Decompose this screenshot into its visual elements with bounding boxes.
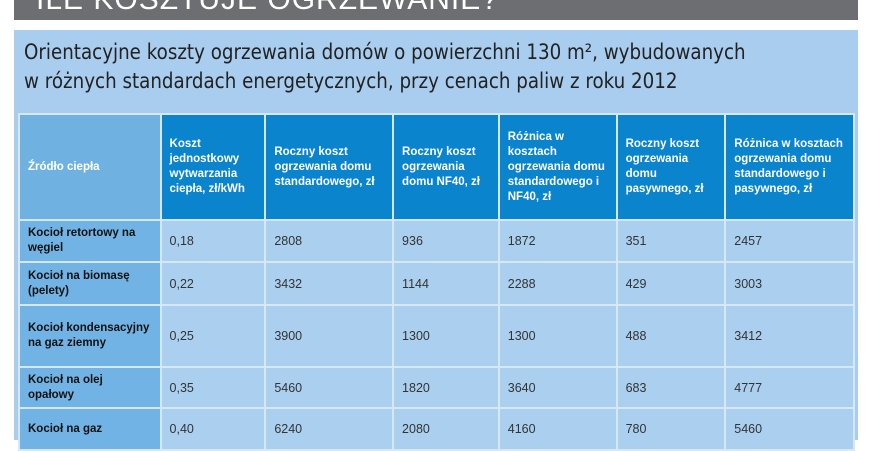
table-cell: 0,35: [159, 366, 267, 409]
table-cell: 936: [392, 219, 500, 263]
table-cell: 488: [615, 304, 727, 368]
row-label: Kocioł retortowy na węgiel: [18, 219, 162, 263]
table-cell: 1820: [392, 366, 500, 409]
table-cell: 2080: [392, 407, 500, 451]
table-cell: 0,25: [159, 304, 267, 368]
table-row: Kocioł na olej opałowy 0,35 5460 1820 3640 68…: [18, 366, 855, 409]
banner-title: ILE KOSZTUJE OGRZEWANIE?: [36, 0, 499, 17]
table-cell: 2808: [264, 219, 395, 263]
caption-line-2: w różnych standardach energetycznych, pr…: [24, 69, 678, 93]
table-cell: 0,40: [159, 407, 267, 451]
table-cell: 4160: [497, 407, 618, 451]
table-cell: 3900: [264, 304, 395, 368]
header-cell: Roczny koszt ogrzewania domu standardowe…: [264, 113, 395, 221]
table-cell: 4777: [724, 366, 855, 409]
table-cell: 1300: [392, 304, 500, 368]
row-label: Kocioł kondensacyjny na gaz ziemny: [18, 304, 162, 368]
table-cell: 0,22: [159, 261, 267, 306]
table-cell: 3640: [497, 366, 618, 409]
table-row: Kocioł kondensacyjny na gaz ziemny 0,25 39…: [18, 304, 855, 368]
row-label: Kocioł na gaz: [18, 407, 162, 451]
table-cell: 3412: [724, 304, 855, 368]
table-row: Kocioł na gaz 0,40 6240 2080 4160 780 5460: [18, 407, 855, 451]
table-cell: 0,18: [159, 219, 267, 263]
header-cell: Różnica w kosztach ogrzewania domu stand…: [724, 113, 855, 221]
table-cell: 5460: [264, 366, 395, 409]
table-caption: Orientacyjne koszty ogrzewania domów o p…: [24, 38, 833, 96]
heating-cost-table: Źródło ciepła Koszt jednostkowy wytwarza…: [18, 113, 855, 451]
header-row: Źródło ciepła Koszt jednostkowy wytwarza…: [18, 113, 855, 221]
header-cell: Różnica w kosztach ogrzewania domu stand…: [497, 113, 618, 221]
table-row: Kocioł na biomasę (pelety) 0,22 3432 1144 22…: [18, 261, 855, 306]
table-cell: 6240: [264, 407, 395, 451]
table-cell: 429: [615, 261, 727, 306]
header-cell: Roczny koszt ogrzewania domu pasywnego, …: [615, 113, 727, 221]
table-cell: 1300: [497, 304, 618, 368]
row-label: Kocioł na biomasę (pelety): [18, 261, 162, 306]
header-cell: Roczny koszt ogrzewania domu NF40, zł: [392, 113, 500, 221]
table-row: Kocioł retortowy na węgiel 0,18 2808 936 187…: [18, 219, 855, 263]
table-cell: 780: [615, 407, 727, 451]
table-cell: 1144: [392, 261, 500, 306]
table-cell: 5460: [724, 407, 855, 451]
banner: ILE KOSZTUJE OGRZEWANIE?: [14, 0, 858, 20]
table-cell: 683: [615, 366, 727, 409]
table-cell: 351: [615, 219, 727, 263]
table-cell: 2457: [724, 219, 855, 263]
caption-line-1: Orientacyjne koszty ogrzewania domów o p…: [24, 40, 746, 64]
header-cell: Źródło ciepła: [18, 113, 162, 221]
table-cell: 1872: [497, 219, 618, 263]
table-cell: 3003: [724, 261, 855, 306]
header-cell: Koszt jednostkowy wytwarzania ciepła, zł…: [159, 113, 267, 221]
table-cell: 3432: [264, 261, 395, 306]
table-cell: 2288: [497, 261, 618, 306]
row-label: Kocioł na olej opałowy: [18, 366, 162, 409]
